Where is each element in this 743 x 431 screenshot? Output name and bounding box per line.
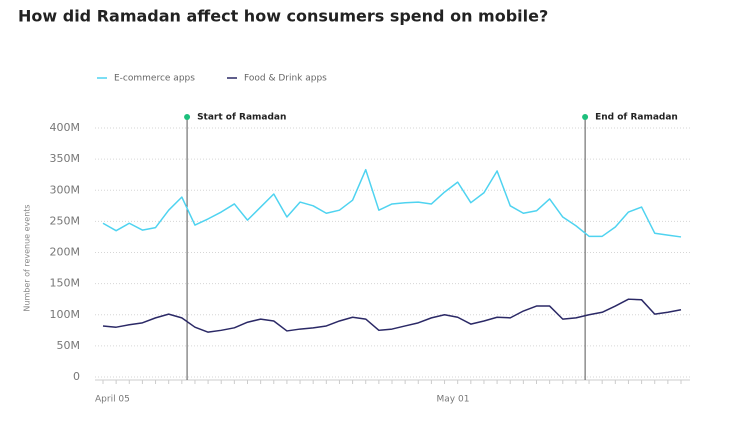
annotation-label: Start of Ramadan <box>197 113 286 123</box>
annotation-label: End of Ramadan <box>595 113 678 123</box>
y-tick-label: 250M <box>50 214 81 227</box>
y-tick-label: 50M <box>57 339 81 352</box>
y-tick-label: 150M <box>50 277 81 290</box>
y-tick-label: 100M <box>50 308 81 321</box>
y-axis-label: Number of revenue events <box>23 204 32 311</box>
y-tick-label: 300M <box>50 183 81 196</box>
y-tick-label: 400M <box>50 121 81 134</box>
chart-title: How did Ramadan affect how consumers spe… <box>18 7 548 26</box>
series-line <box>102 298 682 333</box>
y-tick-label: 200M <box>50 246 81 259</box>
legend-label: Food & Drink apps <box>244 74 327 84</box>
annotation-dot <box>184 114 191 120</box>
annotation-dot <box>582 114 589 120</box>
x-tick-label: May 01 <box>437 395 470 405</box>
series-line <box>102 168 682 238</box>
x-tick-label: April 05 <box>95 395 130 405</box>
y-tick-label: 0 <box>73 370 80 383</box>
y-tick-label: 350M <box>50 152 81 165</box>
legend-label: E-commerce apps <box>114 74 195 84</box>
